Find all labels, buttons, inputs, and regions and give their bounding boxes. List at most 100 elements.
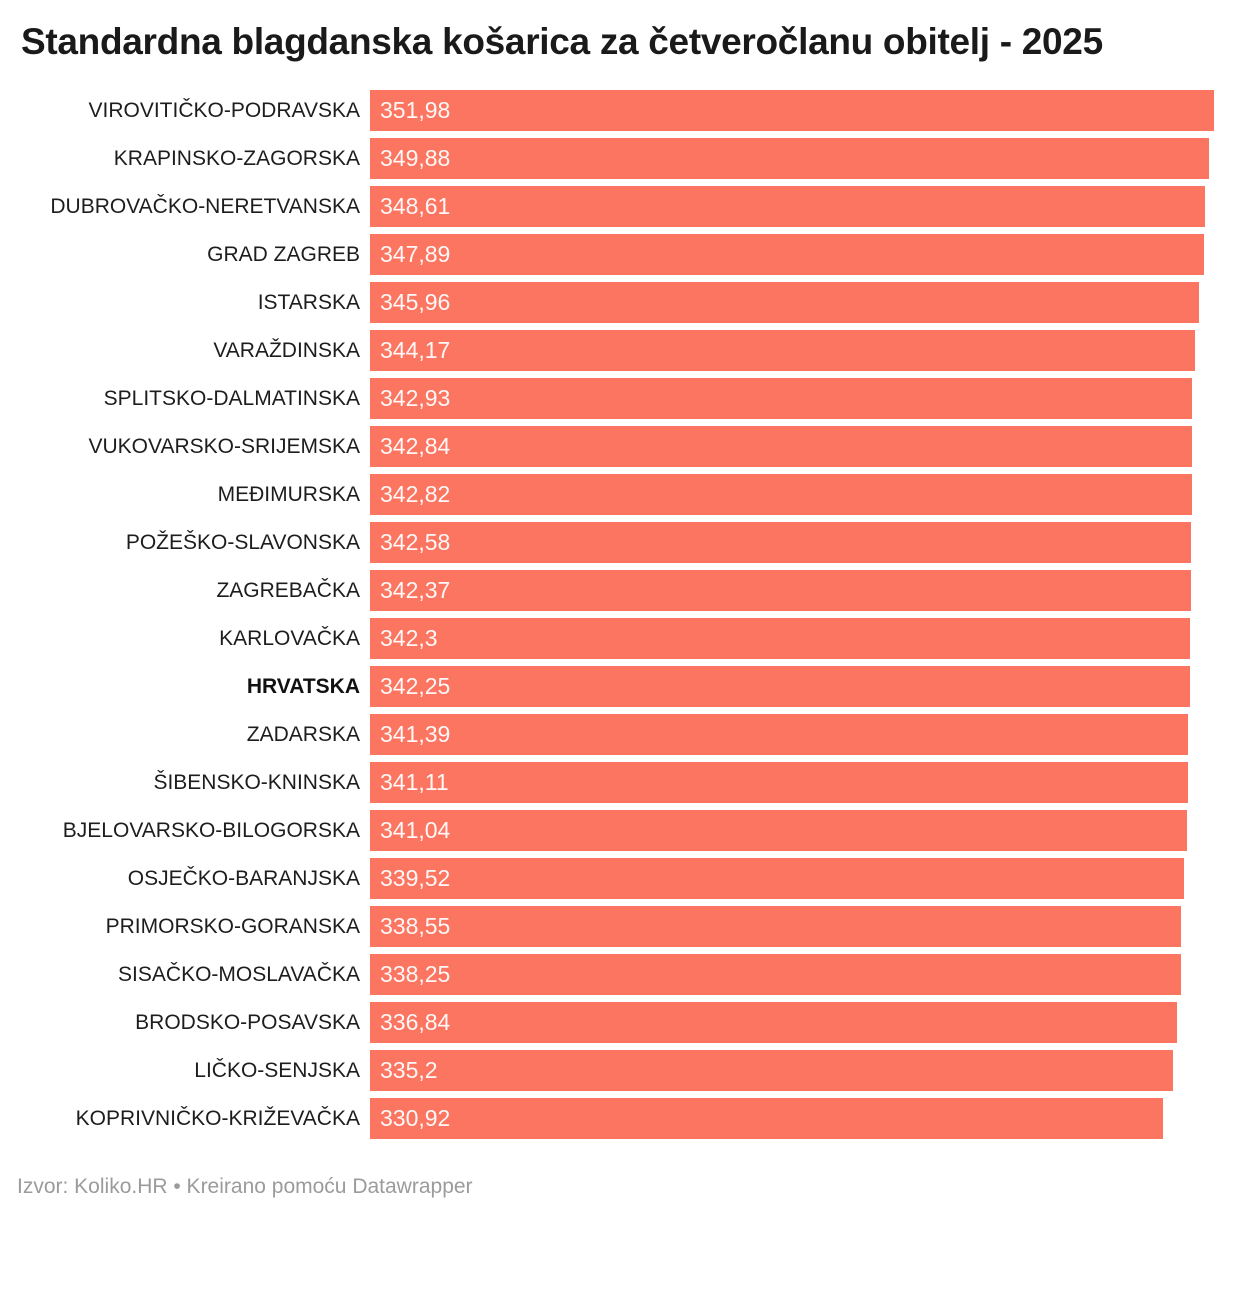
bar-track: 342,84 xyxy=(370,426,1236,467)
row-label: GRAD ZAGREB xyxy=(207,242,360,266)
bar-chart: VIROVITIČKO-PODRAVSKA 351,98 KRAPINSKO-ZAG… xyxy=(0,90,1236,1139)
row-label: BRODSKO-POSAVSKA xyxy=(135,1010,360,1034)
bar-track: 342,93 xyxy=(370,378,1236,419)
bar-track: 349,88 xyxy=(370,138,1236,179)
bar-value-label: 342,82 xyxy=(380,481,451,507)
bar: 342,93 xyxy=(370,378,1192,419)
bar-track: 351,98 xyxy=(370,90,1236,131)
table-row: ŠIBENSKO-KNINSKA 341,11 xyxy=(0,762,1236,803)
row-label: OSJEČKO-BARANJSKA xyxy=(127,866,360,890)
row-label: VUKOVARSKO-SRIJEMSKA xyxy=(88,434,360,458)
bar: 341,39 xyxy=(370,714,1189,755)
bar-value-label: 342,3 xyxy=(380,625,438,651)
table-row: ISTARSKA 345,96 xyxy=(0,282,1236,323)
row-label: DUBROVAČKO-NERETVANSKA xyxy=(50,194,360,218)
table-row: HRVATSKA 342,25 xyxy=(0,666,1236,707)
table-row: SPLITSKO-DALMATINSKA 342,93 xyxy=(0,378,1236,419)
row-label: VARAŽDINSKA xyxy=(213,338,360,362)
bar: 341,11 xyxy=(370,762,1188,803)
row-label: KOPRIVNIČKO-KRIŽEVAČKA xyxy=(75,1106,360,1130)
bar-value-label: 348,61 xyxy=(380,193,451,219)
bar: 342,84 xyxy=(370,426,1192,467)
chart-title: Standardna blagdanska košarica za četver… xyxy=(21,21,1103,62)
row-label: BJELOVARSKO-BILOGORSKA xyxy=(62,818,360,842)
table-row: KARLOVAČKA 342,3 xyxy=(0,618,1236,659)
bar-track: 342,58 xyxy=(370,522,1236,563)
bar: 336,84 xyxy=(370,1002,1178,1043)
bar-value-label: 336,84 xyxy=(380,1009,451,1035)
bar-track: 339,52 xyxy=(370,858,1236,899)
bar-track: 330,92 xyxy=(370,1098,1236,1139)
bar-track: 345,96 xyxy=(370,282,1236,323)
row-label: HRVATSKA xyxy=(246,674,360,698)
bar: 339,52 xyxy=(370,858,1184,899)
row-label: KRAPINSKO-ZAGORSKA xyxy=(113,146,360,170)
bar-track: 338,25 xyxy=(370,954,1236,995)
bar-value-label: 342,37 xyxy=(380,577,451,603)
bar-value-label: 330,92 xyxy=(380,1105,451,1131)
row-label: MEĐIMURSKA xyxy=(217,482,360,506)
table-row: VUKOVARSKO-SRIJEMSKA 342,84 xyxy=(0,426,1236,467)
table-row: LIČKO-SENJSKA 335,2 xyxy=(0,1050,1236,1091)
table-row: VIROVITIČKO-PODRAVSKA 351,98 xyxy=(0,90,1236,131)
bar-value-label: 339,52 xyxy=(380,865,451,891)
row-label: SPLITSKO-DALMATINSKA xyxy=(103,386,360,410)
row-label: VIROVITIČKO-PODRAVSKA xyxy=(88,98,361,122)
bar-track: 342,25 xyxy=(370,666,1236,707)
bar-value-label: 338,25 xyxy=(380,961,451,987)
bar: 338,25 xyxy=(370,954,1181,995)
bar: 342,58 xyxy=(370,522,1191,563)
row-label: ISTARSKA xyxy=(257,290,360,314)
table-row: MEĐIMURSKA 342,82 xyxy=(0,474,1236,515)
bar-value-label: 349,88 xyxy=(380,145,451,171)
table-row: SISAČKO-MOSLAVAČKA 338,25 xyxy=(0,954,1236,995)
bar: 335,2 xyxy=(370,1050,1174,1091)
table-row: POŽEŠKO-SLAVONSKA 342,58 xyxy=(0,522,1236,563)
bar-value-label: 345,96 xyxy=(380,289,451,315)
bar-value-label: 341,11 xyxy=(380,769,449,795)
table-row: ZAGREBAČKA 342,37 xyxy=(0,570,1236,611)
bar-track: 336,84 xyxy=(370,1002,1236,1043)
bar: 338,55 xyxy=(370,906,1182,947)
row-label: PRIMORSKO-GORANSKA xyxy=(105,914,360,938)
bar: 351,98 xyxy=(370,90,1214,131)
bar: 348,61 xyxy=(370,186,1206,227)
bar-track: 341,39 xyxy=(370,714,1236,755)
table-row: GRAD ZAGREB 347,89 xyxy=(0,234,1236,275)
row-label: KARLOVAČKA xyxy=(219,626,360,650)
bar-track: 347,89 xyxy=(370,234,1236,275)
bar-track: 348,61 xyxy=(370,186,1236,227)
bar-value-label: 342,58 xyxy=(380,529,451,555)
row-label: ZADARSKA xyxy=(246,722,360,746)
table-row: OSJEČKO-BARANJSKA 339,52 xyxy=(0,858,1236,899)
table-row: DUBROVAČKO-NERETVANSKA 348,61 xyxy=(0,186,1236,227)
bar-track: 338,55 xyxy=(370,906,1236,947)
table-row: KRAPINSKO-ZAGORSKA 349,88 xyxy=(0,138,1236,179)
bar-value-label: 351,98 xyxy=(380,97,451,123)
table-row: KOPRIVNIČKO-KRIŽEVAČKA 330,92 xyxy=(0,1098,1236,1139)
row-label: ŠIBENSKO-KNINSKA xyxy=(153,770,360,794)
bar: 342,25 xyxy=(370,666,1191,707)
bar-value-label: 341,04 xyxy=(380,817,451,843)
bar: 342,37 xyxy=(370,570,1191,611)
bar-track: 341,11 xyxy=(370,762,1236,803)
bar-value-label: 342,84 xyxy=(380,433,451,459)
bar-value-label: 338,55 xyxy=(380,913,451,939)
row-label: SISAČKO-MOSLAVAČKA xyxy=(118,962,360,986)
table-row: VARAŽDINSKA 344,17 xyxy=(0,330,1236,371)
bar-value-label: 341,39 xyxy=(380,721,451,747)
bar: 349,88 xyxy=(370,138,1209,179)
bar: 347,89 xyxy=(370,234,1204,275)
row-label: LIČKO-SENJSKA xyxy=(194,1058,360,1082)
bar-track: 341,04 xyxy=(370,810,1236,851)
table-row: BRODSKO-POSAVSKA 336,84 xyxy=(0,1002,1236,1043)
table-row: ZADARSKA 341,39 xyxy=(0,714,1236,755)
bar-track: 335,2 xyxy=(370,1050,1236,1091)
bar-value-label: 335,2 xyxy=(380,1057,438,1083)
bar-track: 344,17 xyxy=(370,330,1236,371)
chart-rows: VIROVITIČKO-PODRAVSKA 351,98 KRAPINSKO-ZAG… xyxy=(0,90,1236,1139)
bar: 330,92 xyxy=(370,1098,1163,1139)
table-row: PRIMORSKO-GORANSKA 338,55 xyxy=(0,906,1236,947)
row-label: ZAGREBAČKA xyxy=(216,578,360,602)
bar: 342,3 xyxy=(370,618,1191,659)
